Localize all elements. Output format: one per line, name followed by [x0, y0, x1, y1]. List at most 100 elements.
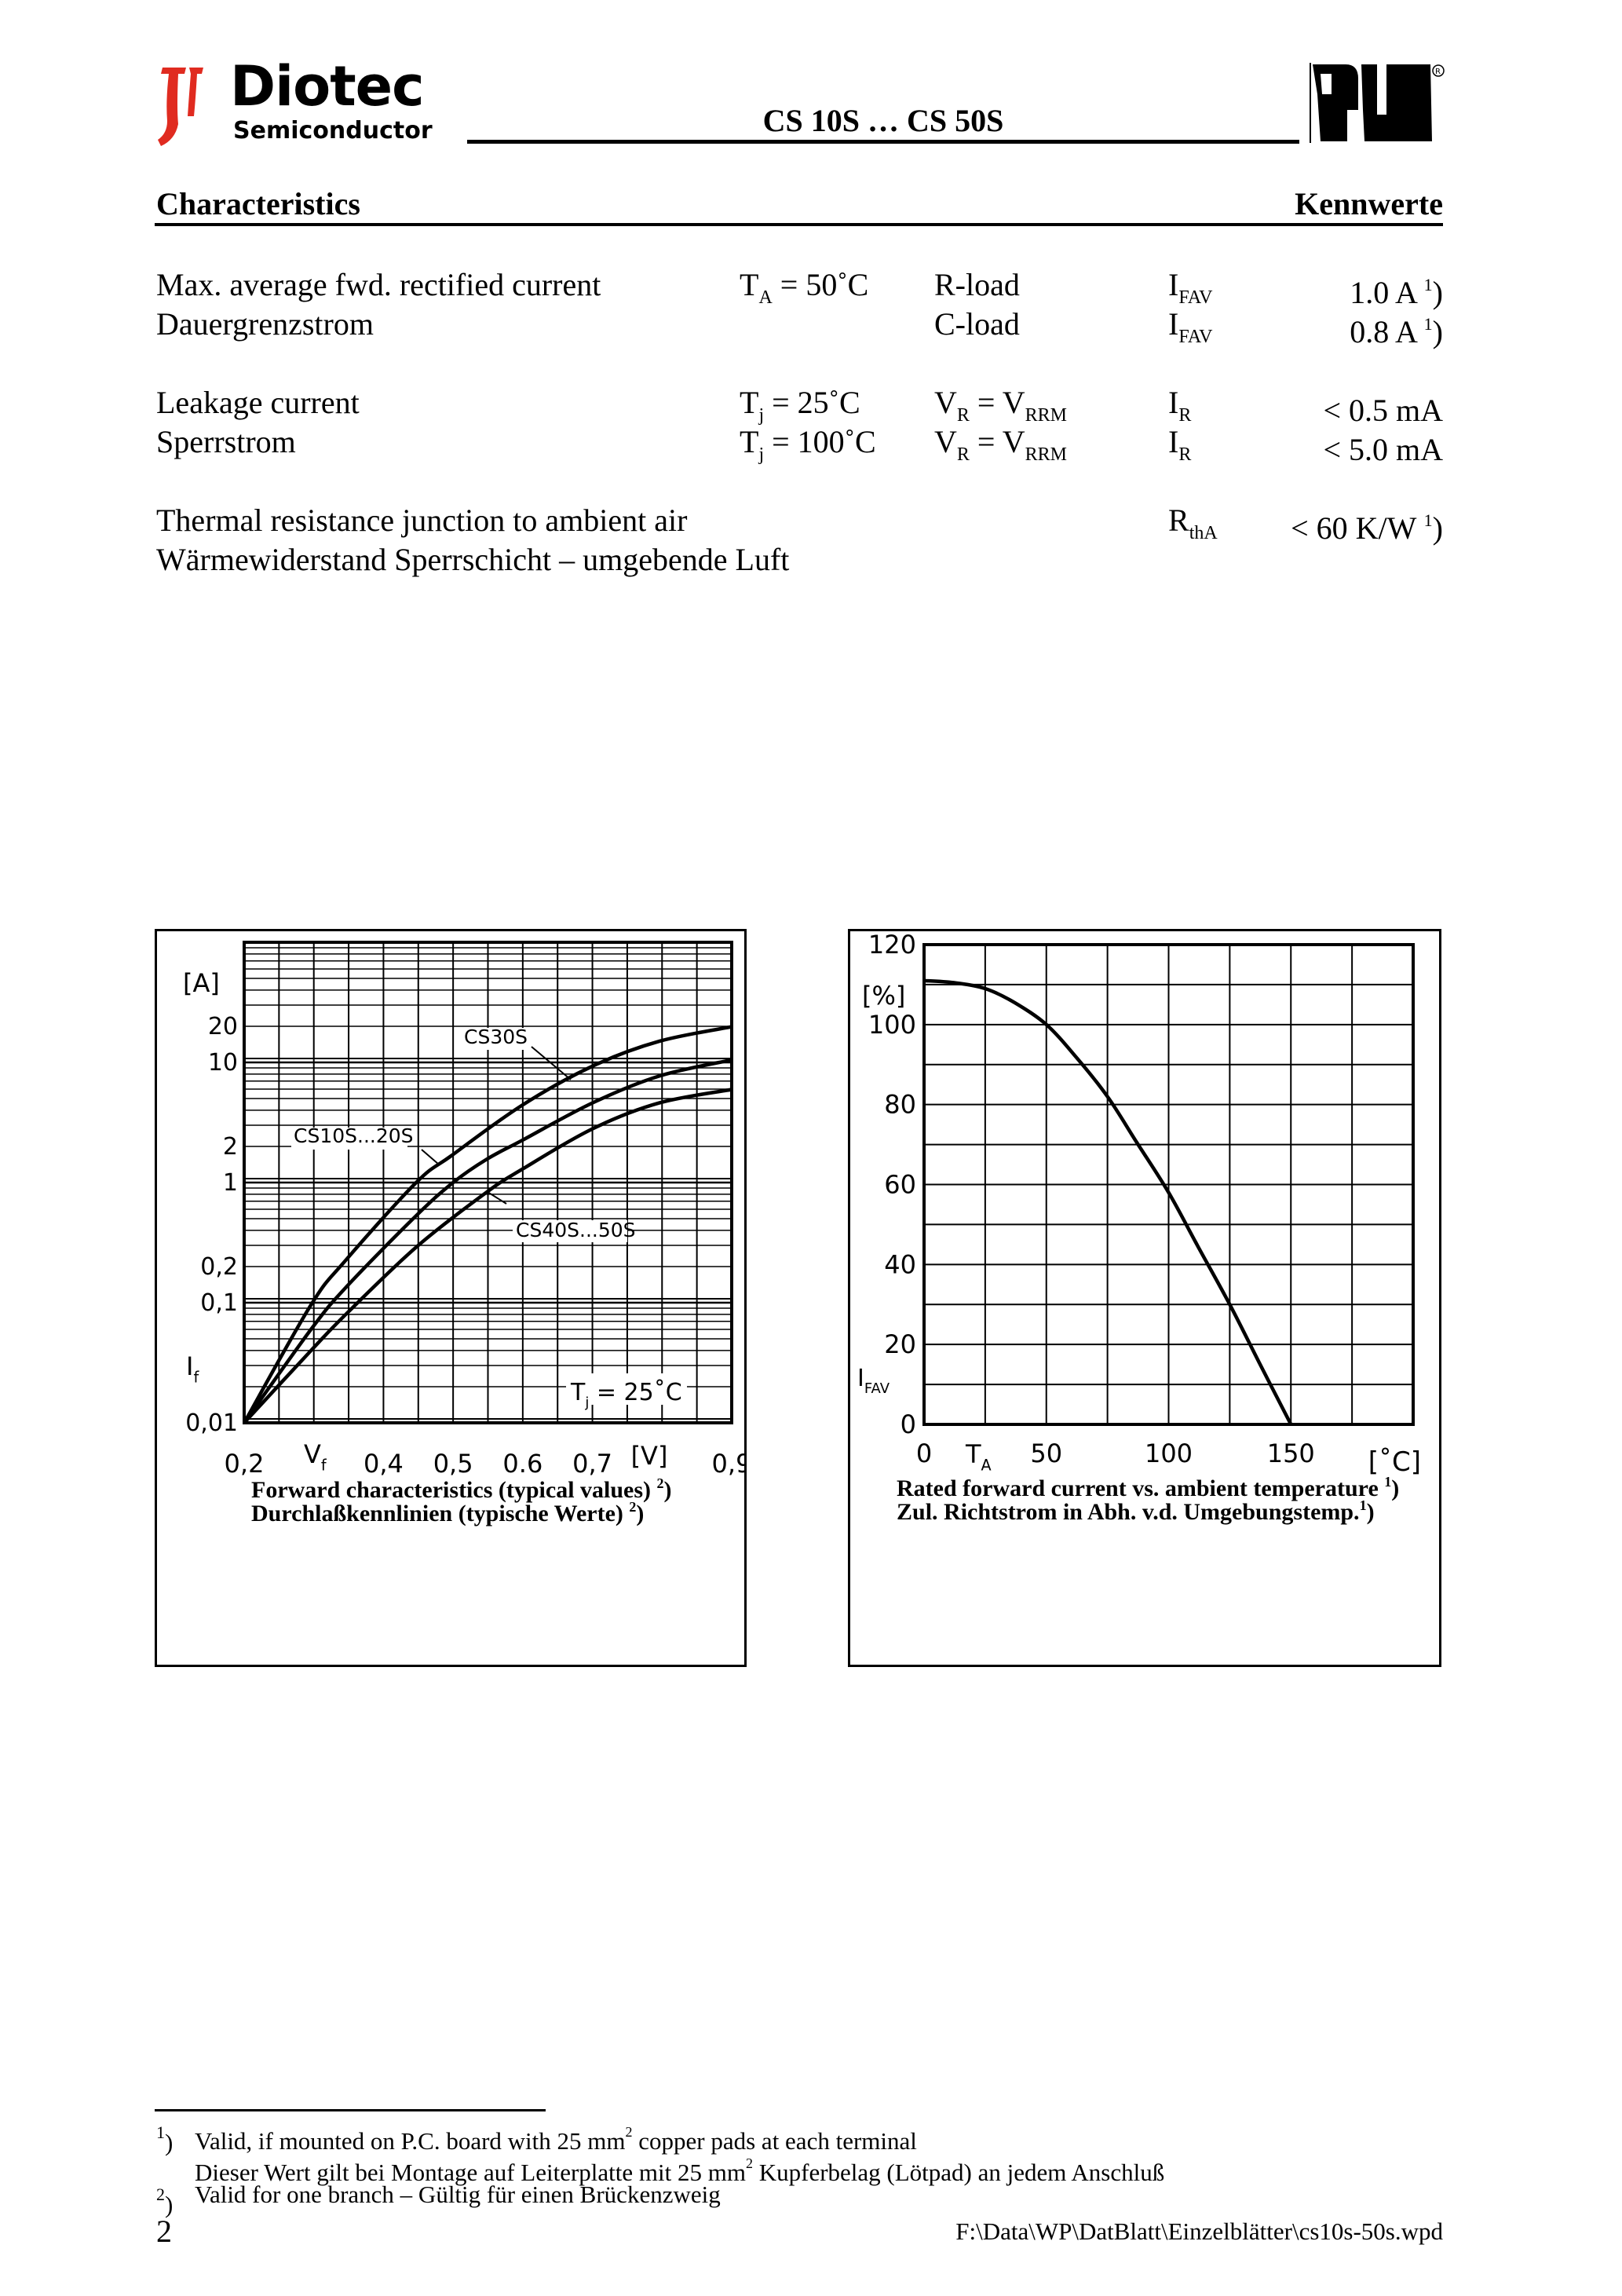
row-label: Dauergrenzstrom — [156, 306, 374, 342]
ul-mark-icon: R — [1310, 63, 1445, 143]
series-label-pointer — [487, 1191, 507, 1205]
characteristic-row: Thermal resistance junction to ambient a… — [0, 505, 1622, 544]
row-cond2-main: C-load — [934, 306, 1020, 342]
y-unit: [%] — [862, 981, 905, 1011]
x-tick-label: 0.6 — [502, 1449, 542, 1479]
tj-annotation-sub: j — [584, 1395, 589, 1411]
file-path: F:\Data\WP\DatBlatt\Einzelblätter\cs10s-… — [955, 2217, 1443, 2245]
series-label-background — [513, 1220, 627, 1242]
row-cond2-rest: = V — [969, 385, 1025, 420]
y-tick-label: 1 — [223, 1169, 238, 1197]
row-symbol: IFAV — [1168, 309, 1212, 353]
x-tick-label: 50 — [1030, 1439, 1062, 1468]
series-label: CS40S...50S — [516, 1219, 636, 1241]
page-number: 2 — [156, 2214, 172, 2249]
chart-caption-line: Rated forward current vs. ambient temper… — [897, 1474, 1399, 1501]
y-tick-label: 0 — [901, 1409, 916, 1439]
x-unit: [V] — [631, 1441, 668, 1471]
y-axis-label-sub: f — [193, 1369, 199, 1387]
series-label-pointer — [531, 1046, 572, 1080]
row-symbol: IR — [1168, 426, 1191, 470]
series-label: CS10S...20S — [294, 1124, 414, 1147]
footnote-1-text-b: copper pads at each terminal — [632, 2127, 917, 2155]
row-note-close: ) — [1432, 510, 1443, 546]
row-cond2-sub2: RRM — [1025, 444, 1067, 465]
row-sym: I — [1168, 306, 1179, 342]
row-note-close: ) — [1432, 275, 1443, 310]
row-cond2-sub: R — [956, 405, 970, 426]
characteristic-row: Leakage current Tj = 25˚C VR = VRRM IR <… — [0, 387, 1622, 426]
paren: ) — [165, 2191, 174, 2218]
series-curve-cs30s — [243, 1025, 732, 1424]
y-axis-label: If — [186, 1351, 199, 1387]
row-cond-main: T — [740, 267, 759, 302]
y-tick-label: 0,1 — [200, 1289, 238, 1317]
plot-area — [243, 941, 733, 1424]
row-value: 0.8 A — [1350, 314, 1424, 349]
series-label-background — [291, 1128, 407, 1150]
paren: ) — [165, 2129, 174, 2156]
caption-note: 2 — [657, 1475, 664, 1491]
row-condition-2: C-load — [934, 309, 1020, 353]
y-axis-label-main: I — [857, 1365, 864, 1392]
row-value: < 60 K/W 1) — [1291, 505, 1443, 544]
x-tick-label: 0,2 — [225, 1449, 265, 1479]
characteristic-row: Wärmewiderstand Sperrschicht – umgebende… — [0, 544, 1622, 583]
y-tick-label: 20 — [208, 1013, 238, 1040]
y-axis-label: IFAV — [857, 1365, 890, 1397]
row-cond-sub: A — [758, 287, 773, 308]
row-condition: Tj = 25˚C — [740, 387, 860, 431]
row-note: 1 — [1423, 314, 1433, 334]
caption-text: Durchlaßkennlinien (typische Werte) — [251, 1501, 629, 1526]
row-note-close: ) — [1432, 314, 1443, 349]
row-value: 0.8 A 1) — [1350, 309, 1443, 348]
series-label: CS30S — [464, 1026, 528, 1048]
row-sym: I — [1168, 267, 1179, 302]
x-tick-label: 150 — [1267, 1439, 1315, 1468]
plot-area — [922, 943, 1415, 1426]
y-tick-label: 0,01 — [185, 1409, 238, 1437]
y-axis-label-main: I — [186, 1351, 193, 1381]
x-tick-label: 0,4 — [363, 1449, 404, 1479]
row-value: 1.0 A 1) — [1350, 269, 1443, 309]
caption-note: 2 — [629, 1499, 636, 1515]
row-cond-sub: j — [758, 405, 765, 426]
characteristic-row: Sperrstrom Tj = 100˚C VR = VRRM IR < 5.0… — [0, 426, 1622, 466]
caption-paren: ) — [1367, 1499, 1375, 1525]
row-condition: TA = 50˚C — [740, 269, 868, 313]
row-condition-2: R-load — [934, 269, 1020, 313]
caption-note: 1 — [1384, 1474, 1391, 1490]
row-note: 1 — [1423, 275, 1433, 294]
row-cond2-main: V — [934, 385, 957, 420]
row-cond2-sub: R — [956, 444, 970, 465]
row-sym-sub: FAV — [1178, 287, 1213, 308]
x-unit: [˚C] — [1368, 1446, 1421, 1478]
row-symbol: IR — [1168, 387, 1191, 431]
row-value: < 60 K/W — [1291, 510, 1424, 546]
row-sym: I — [1168, 424, 1179, 459]
row-cond2-rest: = V — [969, 424, 1025, 459]
derating-svg: 120 100 80 60 40 20 00 50 100 150 [%] IFAV TA [˚C]Rat… — [848, 929, 1441, 1667]
row-sym-sub: R — [1178, 405, 1192, 426]
tj-annotation-rest: = 25˚C — [589, 1379, 681, 1406]
row-label: Leakage current — [156, 385, 360, 420]
y-tick-label: 10 — [208, 1049, 238, 1077]
y-tick-label: 0,2 — [200, 1253, 238, 1281]
diotec-logo: Diotec Semiconductor — [155, 55, 433, 148]
characteristic-row: Max. average fwd. rectified current TA =… — [0, 269, 1622, 309]
row-cond2-main: R-load — [934, 267, 1020, 302]
caption-text: Forward characteristics (typical values) — [251, 1477, 657, 1503]
row-sym: R — [1168, 503, 1189, 538]
footnote-2: 2) Valid for one branch – Gültig für ein… — [156, 2182, 721, 2218]
characteristic-row: Dauergrenzstrom C-load IFAV 0.8 A 1) — [0, 309, 1622, 348]
row-cond-rest: = 100˚C — [764, 424, 876, 459]
footnote-1: 1) Valid, if mounted on P.C. board with … — [156, 2120, 917, 2156]
footnote-1-text-a: Valid, if mounted on P.C. board with 25 … — [195, 2127, 626, 2155]
section-rule — [155, 223, 1443, 226]
x-tick-label: 0,9 — [712, 1449, 747, 1479]
caption-text: Rated forward current vs. ambient temper… — [897, 1475, 1384, 1501]
annotation-background — [566, 1373, 687, 1405]
series-curve-cs40s50s — [243, 1088, 732, 1424]
row-symbol: IFAV — [1168, 269, 1212, 313]
logo-sub: Semiconductor — [233, 117, 433, 144]
